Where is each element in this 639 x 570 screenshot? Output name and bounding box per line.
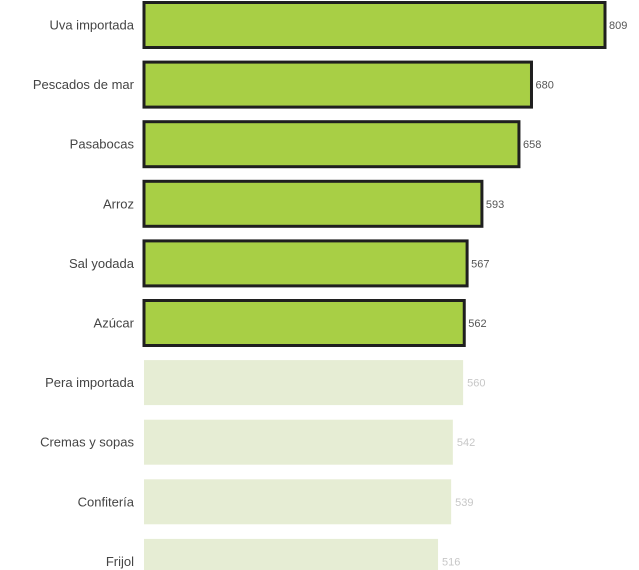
bar-row: Pasabocas 658 [70, 120, 541, 169]
bar [142, 239, 469, 288]
bar-row: Arroz 593 [103, 179, 504, 228]
category-label: Sal yodada [69, 256, 135, 271]
category-label: Arroz [103, 196, 134, 211]
value-label: 562 [468, 318, 486, 330]
bar-row: Cremas y sopas 542 [40, 419, 475, 465]
bar [142, 179, 484, 228]
bar-row: Confitería 539 [78, 479, 474, 525]
bar-row: Pescados de mar 680 [33, 60, 554, 109]
value-label: 567 [471, 258, 489, 270]
value-label: 542 [457, 437, 475, 449]
category-label: Pasabocas [70, 137, 135, 152]
bar [144, 360, 464, 406]
bar-row: Pera importada 560 [45, 360, 485, 406]
category-label: Pescados de mar [33, 77, 135, 92]
category-label: Cremas y sopas [40, 435, 134, 450]
bar [144, 538, 439, 570]
bar [144, 419, 453, 465]
bar [144, 479, 452, 525]
category-label: Frijol [106, 554, 134, 569]
category-label: Uva importada [49, 18, 134, 33]
category-label: Azúcar [94, 316, 135, 331]
bar-row: Sal yodada 567 [69, 239, 489, 288]
value-label: 539 [455, 497, 473, 509]
bar [142, 1, 607, 49]
category-label: Pera importada [45, 375, 135, 390]
bar-row: Uva importada 809 [49, 1, 627, 49]
bar [142, 120, 521, 169]
category-label: Confitería [78, 494, 135, 509]
bar-row: Frijol 516 [106, 538, 460, 570]
bar [142, 299, 466, 347]
value-label: 809 [609, 20, 627, 32]
value-label: 516 [442, 556, 460, 568]
value-label: 560 [467, 378, 485, 390]
value-label: 658 [523, 139, 541, 151]
value-label: 680 [535, 80, 553, 92]
value-label: 593 [486, 199, 504, 211]
bar [142, 60, 533, 109]
bar-row: Azúcar 562 [94, 299, 487, 347]
